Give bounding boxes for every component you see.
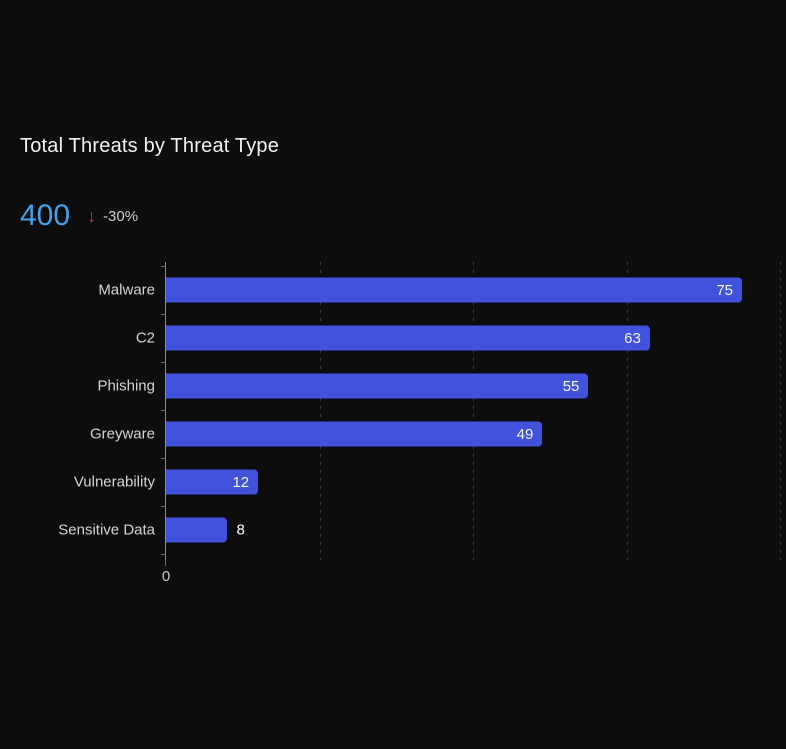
kpi-delta-percent: -30% [103, 207, 139, 225]
category-label: C2 [135, 329, 155, 347]
bar-sensitive-data[interactable] [166, 517, 228, 543]
x-gridline [473, 262, 475, 560]
bar-row: Greyware 49 [90, 410, 786, 458]
y-axis-tick [161, 266, 166, 267]
bar-c2[interactable]: 63 [166, 325, 650, 351]
bar-malware[interactable]: 75 [166, 277, 742, 303]
x-gridline [626, 262, 628, 560]
x-axis-zero-label: 0 [161, 568, 171, 585]
y-axis-tick [161, 362, 166, 363]
bar-value-label: 55 [562, 377, 580, 395]
bar-value-label: 75 [716, 281, 733, 299]
bar-row: Malware 75 [98, 266, 786, 314]
x-axis-zero-tick [165, 560, 166, 566]
category-label: Vulnerability [73, 473, 155, 491]
category-label: Malware [98, 281, 155, 299]
y-axis-tick [161, 554, 166, 555]
bar-value-label: 8 [236, 521, 245, 539]
category-label: Sensitive Data [58, 521, 155, 539]
bar-row: Sensitive Data 8 [58, 506, 786, 554]
bar-value-label: 12 [232, 473, 250, 491]
bar-greyware[interactable]: 49 [166, 421, 543, 447]
bar-row: Vulnerability 12 [74, 458, 786, 506]
y-axis-tick [161, 458, 166, 459]
y-axis-tick [161, 410, 166, 411]
bar-chart-plot-area: Malware 75 C2 63 Phishing 55 Greyware 49 Vulnera… [58, 262, 786, 585]
arrow-down-icon: ↓ [87, 206, 97, 226]
kpi-row: 400 ↓ -30% [20, 199, 138, 233]
x-gridline [780, 262, 782, 560]
category-label: Greyware [89, 425, 155, 443]
bar-vulnerability[interactable]: 12 [166, 469, 259, 495]
bar-phishing[interactable]: 55 [166, 373, 589, 399]
bar-value-label: 49 [516, 425, 534, 443]
x-gridline [319, 262, 321, 560]
chart-title: Total Threats by Threat Type [20, 135, 280, 157]
y-axis-tick [161, 506, 166, 507]
category-label: Phishing [97, 377, 155, 395]
bar-value-label: 63 [624, 329, 641, 347]
kpi-total-value: 400 [20, 199, 71, 232]
bar-row: C2 63 [136, 314, 786, 362]
y-axis-tick [161, 314, 166, 315]
bar-row: Phishing 55 [97, 362, 786, 410]
